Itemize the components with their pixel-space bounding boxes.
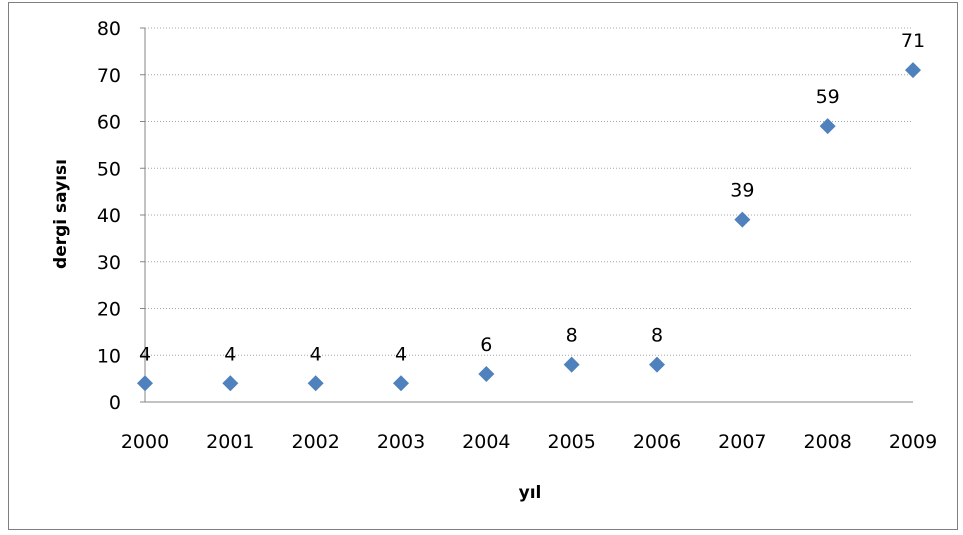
data-label: 6 (480, 334, 492, 356)
x-tick-labels: 2000 2001 2002 2003 2004 2005 2006 2007 2008 2009 (121, 431, 937, 453)
data-point (649, 356, 665, 373)
data-point (137, 375, 153, 392)
y-tick-label: 70 (97, 65, 121, 87)
y-tick-label: 80 (97, 18, 121, 40)
x-tick-label: 2002 (291, 431, 339, 453)
grid-lines (145, 27, 913, 356)
data-point (478, 365, 495, 382)
data-label: 8 (566, 325, 578, 347)
data-label: 4 (224, 343, 236, 365)
y-tick-label: 30 (97, 252, 121, 274)
x-tick-label: 2000 (121, 431, 169, 453)
x-tick-label: 2004 (462, 431, 510, 453)
data-point (307, 375, 324, 392)
x-tick-label: 2003 (377, 431, 425, 453)
axes (140, 27, 913, 403)
y-tick-label: 60 (97, 112, 121, 134)
y-tick-label: 40 (97, 205, 121, 227)
x-tick-label: 2005 (547, 431, 595, 453)
y-tick-labels: 0 10 20 30 40 50 60 70 80 (97, 18, 121, 414)
data-point (905, 62, 921, 79)
data-point (393, 375, 409, 392)
data-label: 71 (901, 30, 925, 52)
data-label: 4 (139, 343, 151, 365)
x-axis-title: yıl (519, 483, 542, 503)
data-point (563, 356, 580, 373)
y-tick-label: 0 (109, 392, 121, 414)
data-label: 4 (310, 343, 322, 365)
x-tick-label: 2001 (206, 431, 254, 453)
y-tick-label: 20 (97, 299, 121, 321)
y-axis-title: dergi sayısı (51, 159, 71, 269)
data-label: 39 (730, 180, 754, 202)
data-labels: 4 4 4 4 6 8 8 39 59 71 (139, 30, 925, 365)
x-tick-label: 2008 (803, 431, 851, 453)
x-tick-label: 2007 (718, 431, 766, 453)
y-tick-label: 10 (97, 345, 121, 367)
data-label: 8 (651, 325, 663, 347)
chart-frame (8, 2, 958, 530)
data-point (222, 375, 239, 392)
data-label: 4 (395, 343, 407, 365)
x-tick-label: 2006 (633, 431, 681, 453)
data-label: 59 (816, 86, 840, 108)
data-point (734, 211, 751, 228)
y-tick-label: 50 (97, 158, 121, 180)
data-point (819, 118, 836, 135)
x-tick-label: 2009 (889, 431, 937, 453)
data-points (137, 62, 921, 392)
